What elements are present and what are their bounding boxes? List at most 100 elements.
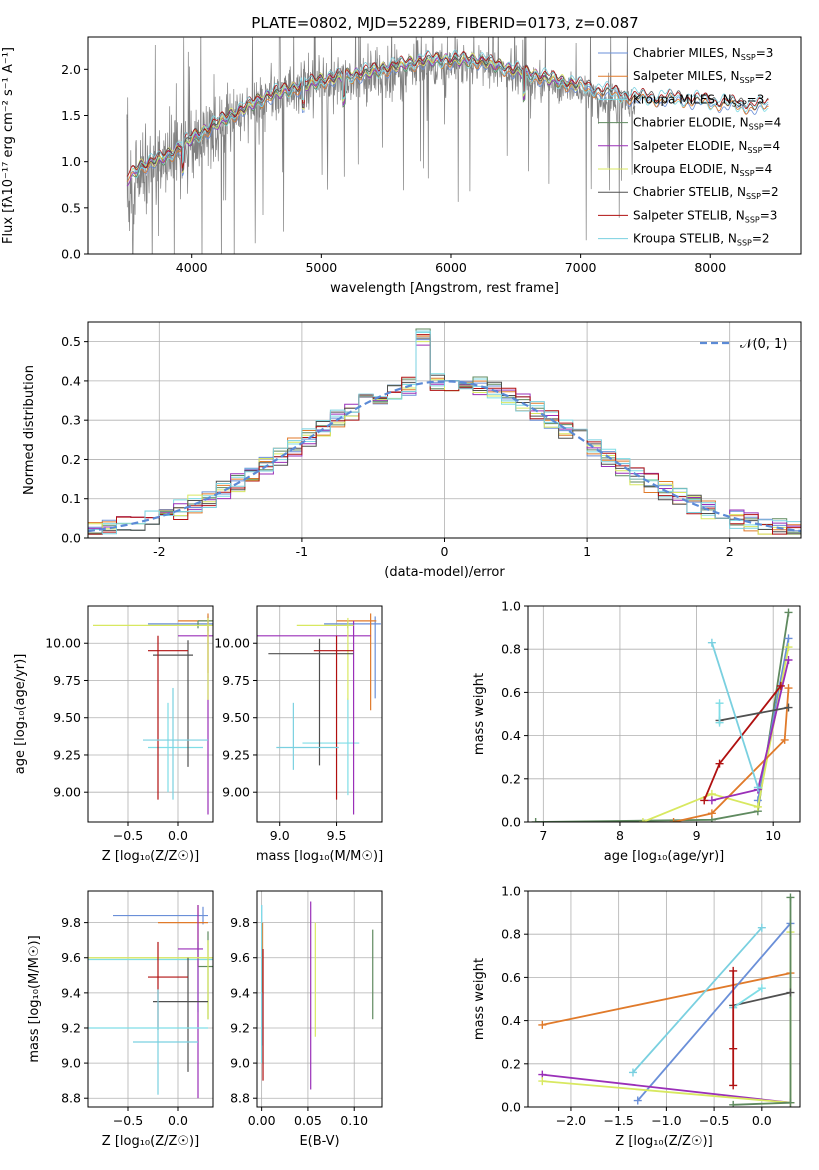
axes-frame xyxy=(87,36,802,255)
plot-area-residual-hist xyxy=(88,328,801,535)
tick-label-y: 9.8 xyxy=(61,915,81,930)
tick-label-x: 7000 xyxy=(565,260,597,275)
plot-area-mass-vs-EBV xyxy=(261,901,374,1090)
tick-label-y: 0.1 xyxy=(61,491,81,506)
tick-label-y: 9.75 xyxy=(53,673,81,688)
weight-marker xyxy=(784,643,793,652)
axis-label-x: wavelength [Angstrom, rest frame] xyxy=(330,281,559,296)
weight-marker xyxy=(784,703,793,712)
weight-marker xyxy=(786,1098,795,1107)
tick-label-y: 9.50 xyxy=(222,710,250,725)
tick-label-x: 6000 xyxy=(435,260,467,275)
weight-line xyxy=(719,706,789,722)
tick-label-y: 1.0 xyxy=(61,154,81,169)
tick-label-y: 9.00 xyxy=(53,785,81,800)
tick-label-y: 8.8 xyxy=(230,1091,250,1106)
axis-label-x: Z [log₁₀(Z/Z☉)] xyxy=(615,1134,712,1149)
tick-label-y: 9.0 xyxy=(61,1056,81,1071)
panel-residual-hist: 𝒩(0, 1) -2 -1 0 1 2 0.0 0.1 0.2 0.3 0.4 0.5 (data-mo… xyxy=(22,321,802,580)
tick-label-y: 9.2 xyxy=(230,1020,250,1035)
weight-marker xyxy=(729,1081,738,1090)
weight-marker xyxy=(757,923,766,932)
tick-label-y: 0.0 xyxy=(61,531,81,546)
weight-line xyxy=(673,688,790,822)
tick-label-y: 9.75 xyxy=(222,673,250,688)
weight-marker xyxy=(784,656,793,664)
weight-marker xyxy=(753,802,762,811)
tick-label-y: 9.4 xyxy=(61,985,81,1000)
weight-marker xyxy=(531,818,540,822)
legend-label: Salpeter ELODIE, NSSP=4 xyxy=(633,139,780,155)
axis-label-y: Normed distribution xyxy=(22,365,37,495)
axes-frame xyxy=(87,605,214,823)
legend-label: Kroupa MILES, NSSP=3 xyxy=(633,92,764,108)
axis-label-x: Z [log₁₀(Z/Z☉)] xyxy=(102,849,199,864)
tick-label-x: −0.5 xyxy=(113,1113,143,1128)
axes-frame xyxy=(527,890,801,1108)
tick-label-y: 10.00 xyxy=(214,636,250,651)
histogram-step xyxy=(88,337,801,535)
tick-label-x: -1 xyxy=(296,544,308,559)
tick-label-y: 0.3 xyxy=(61,413,81,428)
tick-label-y: 9.8 xyxy=(230,915,250,930)
axes-frame xyxy=(256,890,383,1108)
tick-label-y: 9.2 xyxy=(61,1020,81,1035)
tick-label-y: 0.0 xyxy=(501,1100,521,1115)
axis-label-x: (data-model)/error xyxy=(384,565,505,580)
tick-label-x: 0.0 xyxy=(168,1113,188,1128)
tick-label-y: 0.2 xyxy=(501,771,521,786)
tick-label-y: 0.6 xyxy=(501,685,521,700)
weight-marker xyxy=(628,1068,637,1077)
tick-label-x: 5000 xyxy=(305,260,337,275)
tick-label-y: 0.4 xyxy=(61,373,81,388)
weight-line xyxy=(642,646,790,822)
spectrum-model-line xyxy=(126,51,769,177)
axis-label-y: mass [log₁₀(M/M☉)] xyxy=(27,935,42,1062)
axis-label-y: mass weight xyxy=(472,673,487,755)
tick-label-y: 0.8 xyxy=(501,642,521,657)
plot-area-weight-vs-Z xyxy=(538,893,795,1107)
weight-marker xyxy=(707,638,716,647)
weight-marker xyxy=(669,818,678,822)
plot-area-age-vs-Z xyxy=(93,613,213,815)
plot-area-age-vs-mass xyxy=(257,613,381,815)
weight-line xyxy=(732,987,763,1009)
plot-area-spectrum xyxy=(126,37,769,254)
weight-marker xyxy=(776,681,785,690)
tick-label-x: 9.5 xyxy=(327,828,347,843)
spectrum-data-line xyxy=(126,37,636,254)
weight-marker xyxy=(784,684,793,693)
tick-label-y: 9.0 xyxy=(230,1056,250,1071)
spectrum-model-line xyxy=(126,56,769,182)
panel-weight-vs-Z: −2.0 −1.5 −1.0 −0.5 0.0 0.0 0.2 0.4 0.6 0.8 1.0 Z [… xyxy=(472,884,801,1149)
weight-marker xyxy=(784,634,793,643)
weight-line xyxy=(733,991,791,1007)
spectrum-model-line xyxy=(132,49,769,173)
axes-frame xyxy=(87,890,214,1108)
axis-label-y: age [log₁₀(age/yr)] xyxy=(13,654,28,775)
weight-marker xyxy=(538,1077,547,1086)
axis-label-y: mass weight xyxy=(472,958,487,1040)
axis-label-x: mass [log₁₀(M/M☉)] xyxy=(256,849,383,864)
tick-label-y: 1.0 xyxy=(501,884,521,899)
panel-mass-vs-Z: −0.5 0.0 8.8 9.0 9.2 9.4 9.6 9.8 Z [log₁₀(Z/Z☉)]… xyxy=(27,890,214,1149)
tick-label-y: 1.0 xyxy=(501,599,521,614)
figure-title: PLATE=0802, MJD=52289, FIBERID=0173, z=0… xyxy=(251,14,638,32)
tick-label-x: 0.0 xyxy=(752,1113,772,1128)
weight-marker xyxy=(729,1100,738,1107)
panel-age-vs-Z: −0.5 0.0 9.00 9.25 9.50 9.75 10.00 Z [log₁₀(Z/Z… xyxy=(13,605,214,864)
tick-label-x: −0.5 xyxy=(699,1113,729,1128)
tick-label-x: −1.0 xyxy=(651,1113,681,1128)
tick-label-y: 9.00 xyxy=(222,785,250,800)
weight-line xyxy=(757,638,790,801)
weight-line xyxy=(542,1073,791,1104)
tick-label-y: 9.6 xyxy=(230,950,250,965)
axis-label-x: age [log₁₀(age/yr)] xyxy=(604,849,725,864)
tick-label-y: 0.0 xyxy=(501,815,521,830)
weight-marker xyxy=(638,818,647,822)
tick-label-y: 8.8 xyxy=(61,1091,81,1106)
histogram-step xyxy=(88,334,801,535)
legend-label: Kroupa STELIB, NSSP=2 xyxy=(633,232,770,248)
legend-label: Chabrier MILES, NSSP=3 xyxy=(633,46,773,62)
weight-line xyxy=(637,922,792,1102)
